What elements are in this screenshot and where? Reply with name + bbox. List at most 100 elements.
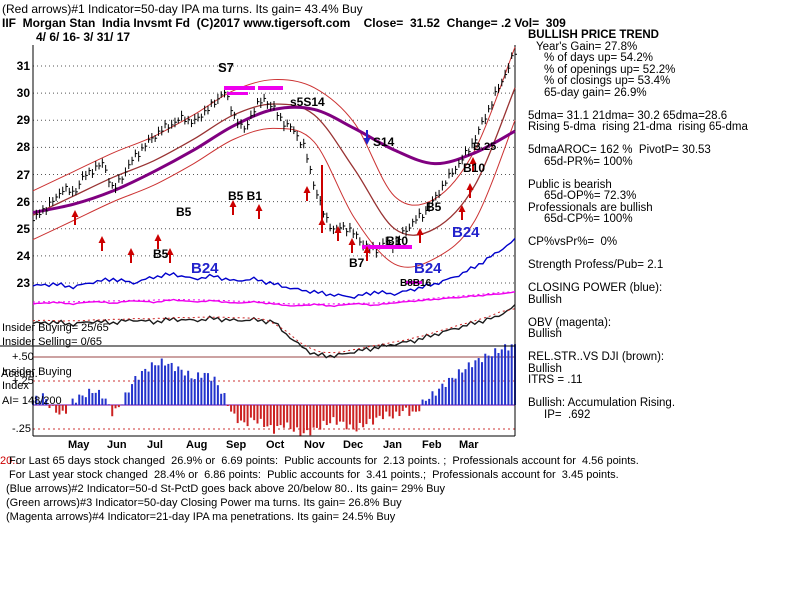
price-tick-30: 30 (16, 86, 30, 101)
stats-line-13: Public is bearish (528, 178, 612, 191)
footer-line-1: For Last 65 days stock changed 26.9% or … (6, 455, 639, 467)
footer-line-3: (Blue arrows)#2 Indicator=50-d St-PctD g… (6, 483, 446, 495)
stats-line-5: 65-day gain= 26.9% (544, 86, 647, 99)
chart-annotation-b24: B24 (414, 260, 442, 277)
stats-line-16: 65d-CP%= 100% (544, 213, 633, 225)
stats-line-24 (528, 306, 800, 318)
month-label-mar: Mar (459, 439, 479, 451)
stats-panel: BULLISH PRICE TREND Year's Gain= 27.8%% o… (528, 29, 800, 421)
price-tick-23: 23 (16, 276, 30, 290)
chart-annotation-b24: B24 (191, 260, 219, 277)
side-label-ai148200: AI= 148/200 (2, 395, 62, 407)
red-up-arrow-icon (363, 246, 371, 253)
red-up-arrow-icon (469, 157, 477, 164)
stats-line-20: Strength Profess/Pub= 2.1 (528, 259, 664, 271)
red-up-arrow-icon (303, 186, 311, 193)
rel-strength-line (32, 304, 516, 359)
obv-line-ma-dotted (32, 291, 516, 305)
ma65-line (32, 105, 516, 214)
stats-line-3: % of openings up= 52.2% (544, 63, 676, 76)
month-label-jan: Jan (383, 439, 402, 451)
side-label-insiderselling065: Insider Selling= 0/65 (2, 336, 102, 348)
chart-annotation-s7: S7 (218, 60, 234, 75)
stats-line-15: Professionals are bullish (528, 201, 653, 214)
stats-line-0: BULLISH PRICE TREND (528, 29, 659, 41)
red-up-arrow-icon (469, 189, 471, 198)
stats-line-23: Bullish (528, 293, 562, 306)
red-up-arrow-icon (255, 204, 263, 211)
stats-line-7: 5dma= 31.1 21dma= 30.2 65dma=28.6 (528, 109, 728, 122)
stats-line-10: 5dmaAROC= 162 % PivotP= 30.53 (528, 144, 711, 156)
chart-annotation-b10: B10 (386, 234, 408, 248)
chart-annotation-s5s14: s5S14 (290, 95, 325, 109)
side-label-index: Index (2, 380, 29, 392)
month-label-may: May (68, 439, 90, 451)
red-up-arrow-icon (334, 226, 342, 233)
price-tick-31: 31 (16, 59, 30, 73)
indicator1-legend: (Red arrows)#1 Indicator=50-day IPA ma t… (2, 2, 363, 16)
stats-line-11: 65d-PR%= 100% (544, 155, 633, 168)
chart-annotation-b10: B10 (463, 161, 485, 175)
month-label-feb: Feb (422, 439, 442, 451)
side-label-insiderbuying2565: Insider Buying= 25/65 (2, 322, 109, 334)
footer-line-4: (Green arrows)#3 Indicator=50-day Closin… (6, 497, 402, 509)
red-up-arrow-icon (71, 210, 79, 217)
magenta-penetration-mark (258, 86, 283, 90)
chart-annotation-b5: B5 (426, 200, 442, 214)
chart-annotation-b5: B5 (176, 205, 192, 219)
red-up-arrow-icon (458, 205, 466, 212)
red-up-arrow-icon (348, 238, 356, 245)
ma21-line (32, 87, 516, 236)
red-up-arrow-icon (258, 210, 260, 219)
side-label-accum: Accum. (1, 368, 38, 380)
red-up-arrow-icon (157, 240, 159, 249)
red-up-arrow-icon (101, 242, 103, 251)
magenta-penetration-mark (227, 92, 248, 95)
blue-down-arrow-icon (366, 130, 368, 139)
red-up-arrow-icon (337, 232, 339, 241)
red-up-arrow-icon (416, 228, 424, 235)
red-up-arrow-icon (461, 211, 463, 220)
chart-annotation-s14: S14 (373, 135, 395, 149)
red-up-arrow-icon (466, 183, 474, 190)
title-bar-text: IIF Morgan Stan India Invsmt Fd (C)2017 … (2, 16, 566, 30)
red-up-arrow-icon (419, 234, 421, 243)
blue-down-arrow-icon (363, 138, 371, 145)
date-range: 4/ 6/ 16- 3/ 31/ 17 (36, 30, 131, 44)
stats-line-14: 65d-OP%= 72.3% (544, 190, 637, 202)
month-label-jun: Jun (107, 439, 127, 451)
magenta-penetration-mark (224, 86, 255, 90)
stats-line-2: % of days up= 54.2% (544, 52, 654, 64)
stats-line-12 (528, 168, 800, 180)
month-label-oct: Oct (266, 439, 285, 451)
footer-red-overlay: 20.. (0, 455, 19, 467)
footer-line-2: For Last year stock changed 28.4% or 6.8… (6, 469, 619, 481)
stats-line-22: CLOSING POWER (blue): (528, 282, 663, 294)
red-up-arrow-icon (366, 252, 368, 261)
red-up-arrow-icon (169, 254, 171, 263)
stats-line-6 (528, 99, 800, 111)
stats-line-26: Bullish (528, 328, 562, 340)
red-up-arrow-icon (306, 192, 308, 201)
red-up-arrow-icon (229, 200, 237, 207)
side-label-25: -.25 (12, 423, 31, 435)
price-tick-28: 28 (16, 140, 30, 155)
stats-line-32: Bullish: Accumulation Rising. (528, 397, 676, 409)
obv-line (32, 291, 516, 308)
red-up-arrow-icon (98, 236, 106, 243)
stats-line-4: % of closings up= 53.4% (544, 75, 671, 87)
magenta-penetration-mark (406, 281, 422, 284)
rel-strength-line-ma-dotted (32, 308, 516, 354)
price-tick-24: 24 (16, 248, 30, 263)
month-label-aug: Aug (186, 439, 208, 451)
stats-line-29: Bullish (528, 362, 562, 375)
stats-line-1: Year's Gain= 27.8% (536, 40, 638, 53)
chart-annotation-b24: B24 (452, 224, 480, 241)
red-up-arrow-icon (154, 234, 162, 241)
side-label-50: +.50 (12, 351, 34, 363)
price-tick-27: 27 (16, 167, 30, 182)
stats-line-8: Rising 5-dma rising 21-dma rising 65-dma (528, 121, 748, 133)
closing-power-line (32, 237, 516, 299)
